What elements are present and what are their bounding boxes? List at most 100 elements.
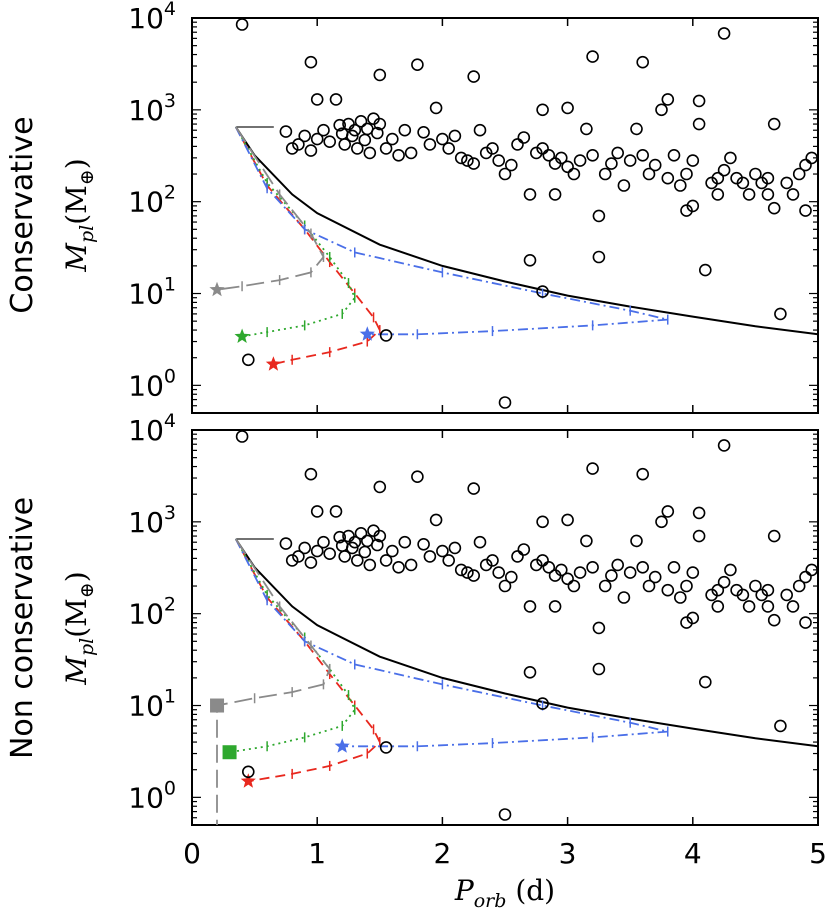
observed-planet-point — [370, 126, 384, 140]
observed-planet-point — [486, 142, 499, 155]
observed-planet-point — [242, 765, 255, 779]
plot-area — [210, 430, 818, 825]
observed-planet-point — [724, 151, 737, 165]
observed-planet-point — [667, 149, 681, 162]
observed-planet-point — [717, 439, 731, 452]
observed-planet-point — [611, 558, 625, 572]
observed-planet-point — [767, 613, 781, 627]
observed-planet-point — [479, 146, 493, 160]
observed-planet-point — [799, 616, 812, 629]
observed-planet-point — [467, 482, 481, 495]
observed-planet-point — [461, 154, 474, 167]
observed-planet-point — [350, 142, 364, 155]
observed-planet-point — [774, 307, 787, 321]
observed-planet-point — [586, 50, 599, 63]
observed-planet-point — [724, 563, 737, 577]
observed-planet-point — [761, 188, 775, 201]
series-end-star — [334, 738, 350, 753]
observed-planet-point — [473, 535, 487, 549]
observed-planet-point — [761, 583, 775, 597]
series-track-0 — [235, 538, 381, 783]
y-tick-label: 102 — [128, 594, 176, 631]
y-axis-label-top: Mpl(M⊕) — [60, 158, 98, 272]
x-tick-label: 0 — [183, 837, 201, 870]
observed-planet-point — [611, 146, 625, 160]
observed-planet-point — [498, 579, 512, 593]
observed-planet-point — [323, 547, 337, 561]
observed-planet-point — [298, 541, 312, 555]
observed-planet-point — [379, 741, 393, 754]
observed-planet-point — [442, 554, 456, 567]
y-tick-label: 102 — [128, 182, 176, 219]
observed-planet-point — [398, 535, 412, 549]
observed-planet-point — [799, 158, 812, 172]
observed-planet-point — [338, 550, 352, 563]
observed-planet-point — [536, 285, 549, 298]
observed-planet-point — [636, 560, 650, 574]
observed-planet-point — [749, 579, 762, 593]
observed-planet-point — [333, 118, 347, 132]
series-end-star — [234, 328, 250, 343]
observed-planet-point — [623, 566, 637, 579]
y-tick-label: 100 — [128, 777, 176, 814]
observed-planet-point — [761, 171, 775, 185]
observed-planet-point — [523, 188, 537, 201]
observed-planet-point — [517, 543, 531, 556]
observed-planet-point — [358, 133, 372, 147]
observed-planet-point — [780, 588, 794, 602]
observed-planet-point — [598, 579, 612, 593]
observed-planet-point — [548, 188, 562, 201]
observed-planet-point — [385, 132, 399, 146]
observed-planet-point — [767, 117, 781, 131]
observed-planet-point — [642, 167, 656, 181]
observed-planet-point — [242, 353, 255, 367]
observed-planet-point — [554, 151, 568, 165]
observed-planet-point — [333, 530, 347, 544]
series-end-square — [210, 698, 225, 713]
observed-planet-point — [598, 167, 612, 181]
x-axis-label: Porb (d) — [454, 874, 555, 911]
observed-planet-point — [717, 27, 731, 40]
observed-planet-point — [761, 600, 775, 613]
observed-planet-point — [673, 591, 687, 604]
observed-planet-point — [373, 529, 387, 543]
observed-planet-point — [479, 558, 493, 572]
observed-planet-point — [617, 179, 631, 192]
observed-planet-point — [529, 146, 543, 160]
series-track-1 — [229, 538, 356, 754]
series-end-star — [265, 356, 281, 371]
observed-planet-point — [298, 129, 312, 143]
series-track-3 — [216, 538, 331, 825]
observed-planet-point — [404, 146, 418, 160]
observed-planet-point — [592, 662, 606, 676]
observed-planet-point — [310, 505, 324, 518]
observed-planet-point — [567, 579, 581, 593]
observed-planet-point — [630, 122, 643, 136]
observed-planet-point — [467, 157, 481, 170]
observed-planet-point — [454, 563, 468, 577]
panel-non-conservative: 0 1 2 3 4 5 100 101 102 103 104 — [128, 410, 827, 870]
observed-planet-point — [473, 123, 487, 137]
observed-planet-point — [742, 188, 756, 201]
observed-planet-point — [292, 138, 305, 151]
plot-frame — [191, 17, 819, 414]
observed-planet-point — [348, 535, 362, 549]
observed-planet-point — [536, 103, 549, 117]
observed-planet-point — [504, 570, 518, 584]
observed-planet-point — [363, 146, 377, 160]
observed-planet-point — [373, 480, 387, 494]
observed-planet-point — [692, 529, 706, 543]
observed-planet-point — [636, 55, 650, 69]
observed-planet-point — [736, 176, 750, 190]
observed-planet-point — [310, 544, 324, 558]
series-track-3 — [216, 126, 325, 291]
observed-planet-point — [310, 132, 324, 146]
observed-planet-point — [279, 537, 293, 550]
series-end-star — [209, 281, 225, 297]
observed-planet-point — [329, 93, 343, 106]
observed-planet-point — [511, 550, 524, 563]
observed-planet-point — [492, 154, 506, 167]
observed-planet-point — [561, 513, 574, 527]
observed-planet-point — [630, 534, 643, 548]
observed-planet-point — [680, 616, 693, 629]
